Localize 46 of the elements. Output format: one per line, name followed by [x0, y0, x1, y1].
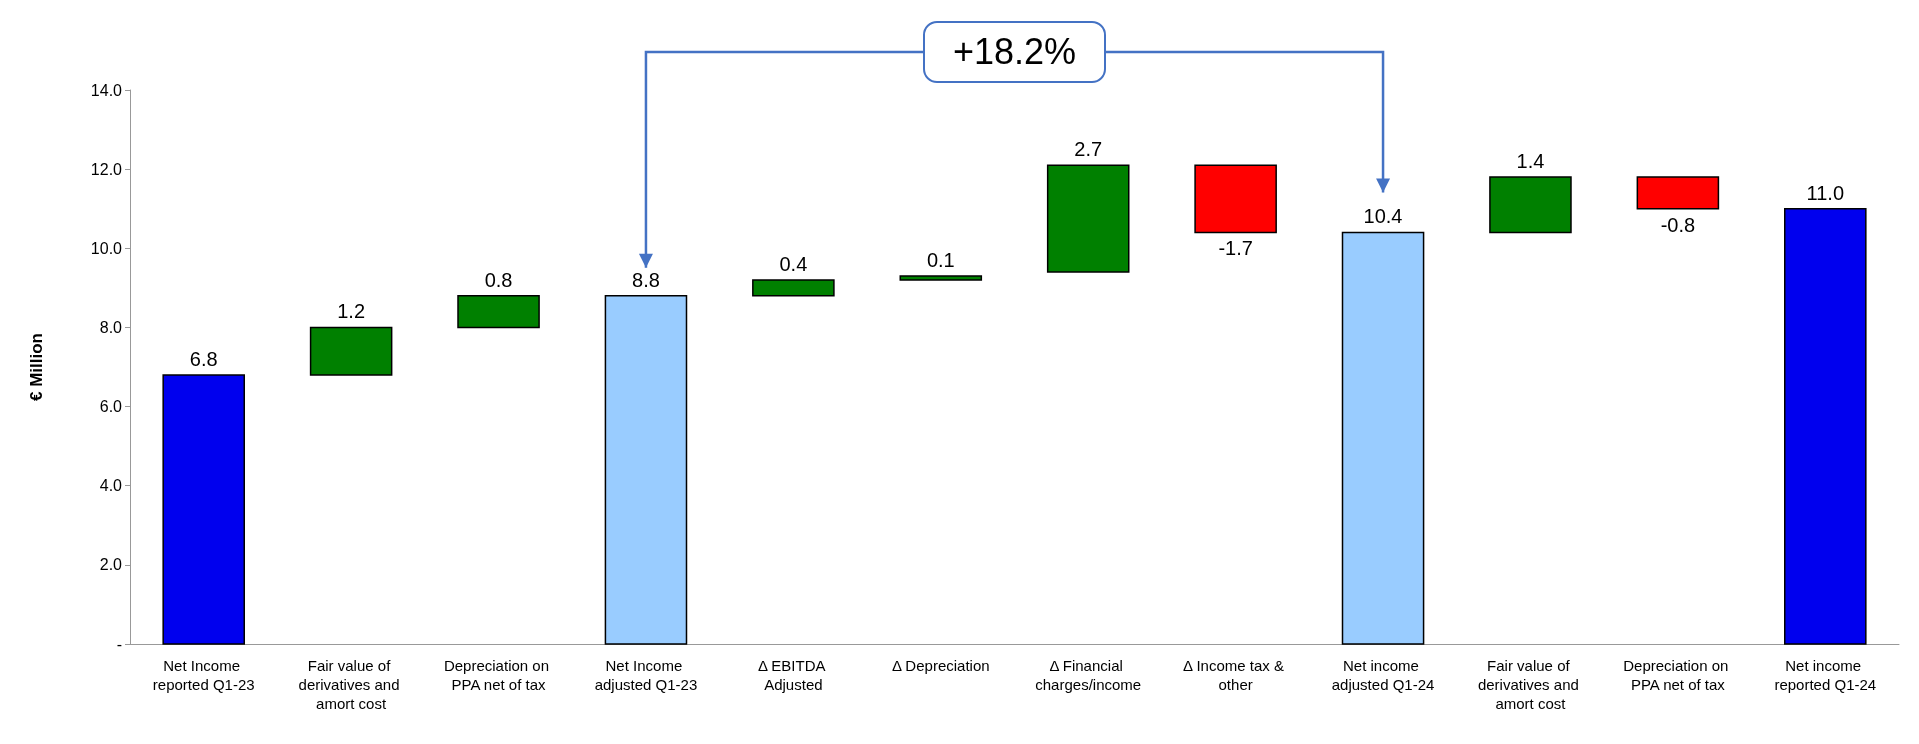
- y-tick-label: 10.0: [90, 239, 123, 257]
- bar: [1489, 176, 1572, 234]
- y-tick-label: 4.0: [99, 477, 123, 495]
- y-tick-label: -: [116, 635, 122, 653]
- data-label: -1.7: [1218, 237, 1253, 260]
- x-tick-label: Δ Income tax & other: [1183, 657, 1289, 693]
- x-tick-label: Net income adjusted Q1-24: [1331, 657, 1435, 693]
- bar: [309, 326, 393, 376]
- data-label: 8.8: [632, 268, 660, 291]
- x-tick-label: Δ Depreciation: [892, 657, 990, 674]
- data-label: 0.4: [779, 252, 808, 275]
- data-label: 0.1: [926, 248, 955, 271]
- data-label: -0.8: [1660, 213, 1696, 236]
- bar: [1341, 231, 1425, 645]
- bar: [899, 275, 983, 281]
- data-label: 11.0: [1806, 181, 1845, 204]
- x-tick-label: Depreciation on PPA net of tax: [443, 657, 554, 693]
- bar: [752, 279, 835, 297]
- y-tick-label: 12.0: [90, 160, 123, 178]
- y-tick-label: 14.0: [90, 81, 123, 99]
- bar: [1784, 207, 1867, 645]
- bar: [1636, 176, 1720, 210]
- x-tick-label: Fair value of derivatives and amort cost: [298, 657, 404, 712]
- x-tick-label: Fair value of derivatives and amort cost: [1477, 657, 1583, 712]
- y-axis-title: € Million: [27, 333, 46, 401]
- data-label: 6.8: [189, 347, 218, 370]
- data-label: 1.2: [337, 300, 366, 323]
- x-tick-label: Net income reported Q1-24: [1774, 657, 1877, 693]
- y-tick-label: 2.0: [99, 556, 123, 574]
- bar: [1046, 164, 1130, 273]
- y-tick-label: 6.0: [99, 398, 123, 416]
- x-tick-label: Net Income reported Q1-23: [152, 657, 255, 693]
- x-tick-label: Net Income adjusted Q1-23: [594, 657, 698, 693]
- x-tick-label: Depreciation on PPA net of tax: [1623, 657, 1733, 693]
- bar: [1194, 164, 1277, 234]
- bar: [162, 374, 245, 645]
- data-label: 0.8: [484, 268, 513, 291]
- data-label: 1.4: [1516, 150, 1545, 173]
- bar: [457, 295, 540, 329]
- x-tick-label: Δ EBITDA Adjusted: [757, 657, 829, 693]
- data-label: 10.4: [1363, 205, 1403, 228]
- bar: [604, 295, 688, 645]
- y-tick-label: 8.0: [99, 318, 123, 336]
- data-label: 2.7: [1074, 138, 1103, 161]
- x-tick-label: Δ Financial charges/income: [1035, 657, 1142, 693]
- text: +18.2%: [923, 21, 1107, 83]
